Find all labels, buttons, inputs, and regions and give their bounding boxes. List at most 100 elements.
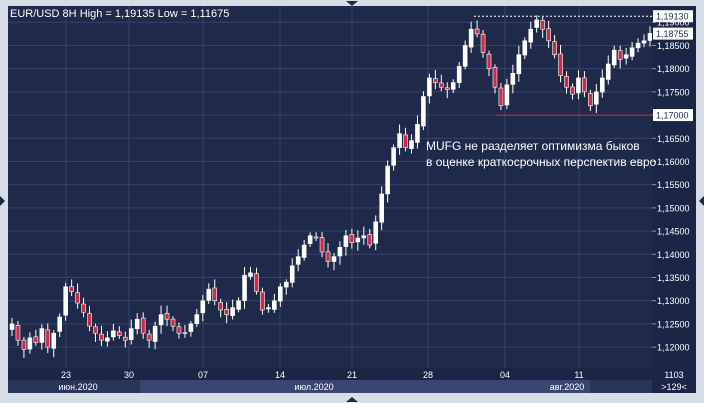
candle	[492, 64, 498, 94]
candle	[403, 127, 408, 152]
candle	[9, 317, 15, 336]
candle-down	[212, 287, 218, 302]
plot-area	[8, 6, 652, 368]
candle	[164, 305, 170, 327]
candle	[510, 64, 516, 94]
x-tick-label: 21	[347, 370, 357, 380]
y-tick-label: 1,17500	[657, 87, 690, 97]
symbol-label: EUR/USD 8H	[10, 8, 77, 20]
y-tick-label: 1,13500	[657, 273, 690, 283]
candle	[462, 40, 468, 70]
candle	[415, 115, 420, 149]
candle	[117, 326, 122, 339]
candle-up	[516, 54, 522, 75]
scroll-down-icon	[346, 397, 358, 402]
candle-up	[242, 274, 247, 301]
candle	[504, 78, 510, 110]
candle	[540, 16, 545, 38]
candle-up	[427, 77, 432, 97]
candle-down	[69, 286, 74, 292]
x-tick-label: 23	[61, 370, 71, 380]
candle-up	[629, 47, 635, 57]
price-tag	[653, 27, 693, 40]
candle	[111, 323, 116, 341]
candle-down	[564, 75, 569, 88]
candle-up	[57, 316, 63, 332]
candle	[480, 29, 486, 58]
candle	[295, 249, 301, 272]
zoom-label: >129<	[661, 382, 687, 392]
candle	[266, 303, 271, 313]
corner-panel	[652, 368, 696, 393]
candle-up	[576, 77, 581, 94]
candle	[224, 302, 229, 324]
x-tick-label: 28	[423, 370, 433, 380]
candle-up	[158, 314, 164, 326]
candle	[146, 329, 152, 348]
candle	[21, 336, 27, 358]
candle-up	[409, 140, 414, 149]
candle	[81, 297, 86, 318]
candle	[331, 253, 337, 271]
candle	[75, 283, 80, 309]
candle-up	[307, 235, 313, 244]
candle-up	[134, 318, 140, 330]
candle-down	[140, 317, 146, 334]
candle	[355, 230, 361, 251]
candle-down	[182, 332, 188, 334]
candle-down	[546, 28, 551, 42]
candle	[611, 45, 617, 69]
candle-up	[188, 323, 194, 332]
candle	[552, 35, 557, 59]
candle	[474, 20, 480, 38]
candle	[140, 312, 146, 339]
candle	[152, 321, 158, 350]
candle-down	[480, 33, 486, 53]
annotation-line-2: в оценке краткосрочных перспектив евро	[426, 155, 657, 169]
candle-up	[206, 288, 212, 301]
candle-down	[99, 333, 104, 341]
candle	[468, 21, 474, 53]
y-tick-label: 1,15500	[657, 180, 690, 190]
candle-down	[254, 273, 259, 292]
candle	[641, 34, 647, 48]
y-tick-label: 1,19000	[657, 18, 690, 28]
candle	[588, 89, 593, 112]
candle	[39, 324, 45, 350]
candle	[635, 38, 641, 53]
annotation-line-1: MUFG не разделяет оптимизма быков	[426, 139, 640, 153]
candle-up	[111, 330, 116, 338]
candle	[170, 316, 176, 332]
candle-up	[230, 307, 235, 316]
candle-up	[385, 165, 390, 195]
candle	[391, 144, 396, 171]
candle	[212, 279, 218, 306]
candle	[99, 325, 104, 346]
candle-down	[170, 318, 176, 327]
candle-up	[289, 265, 295, 283]
candle-up	[331, 256, 337, 262]
price-tag-label: 1,19130	[656, 12, 689, 22]
month-label: июн.2020	[58, 382, 97, 392]
candle-down	[582, 77, 587, 93]
candle	[385, 160, 390, 203]
scroll-up-icon	[346, 1, 358, 6]
candle	[594, 84, 599, 114]
candle	[546, 20, 551, 49]
candle-up	[337, 247, 343, 257]
y-tick-label: 1,16000	[657, 157, 690, 167]
candle	[200, 294, 206, 322]
candle-down	[552, 41, 557, 56]
candle	[218, 298, 223, 318]
x-tick-label: 30	[124, 370, 134, 380]
candle-down	[224, 308, 229, 315]
y-tick-label: 1,12000	[657, 343, 690, 353]
candle-down	[122, 336, 128, 341]
candle	[63, 282, 68, 321]
candle	[158, 305, 164, 334]
candle	[307, 232, 313, 247]
candle	[51, 330, 57, 358]
candle-up	[397, 133, 402, 148]
candle-down	[570, 86, 575, 95]
